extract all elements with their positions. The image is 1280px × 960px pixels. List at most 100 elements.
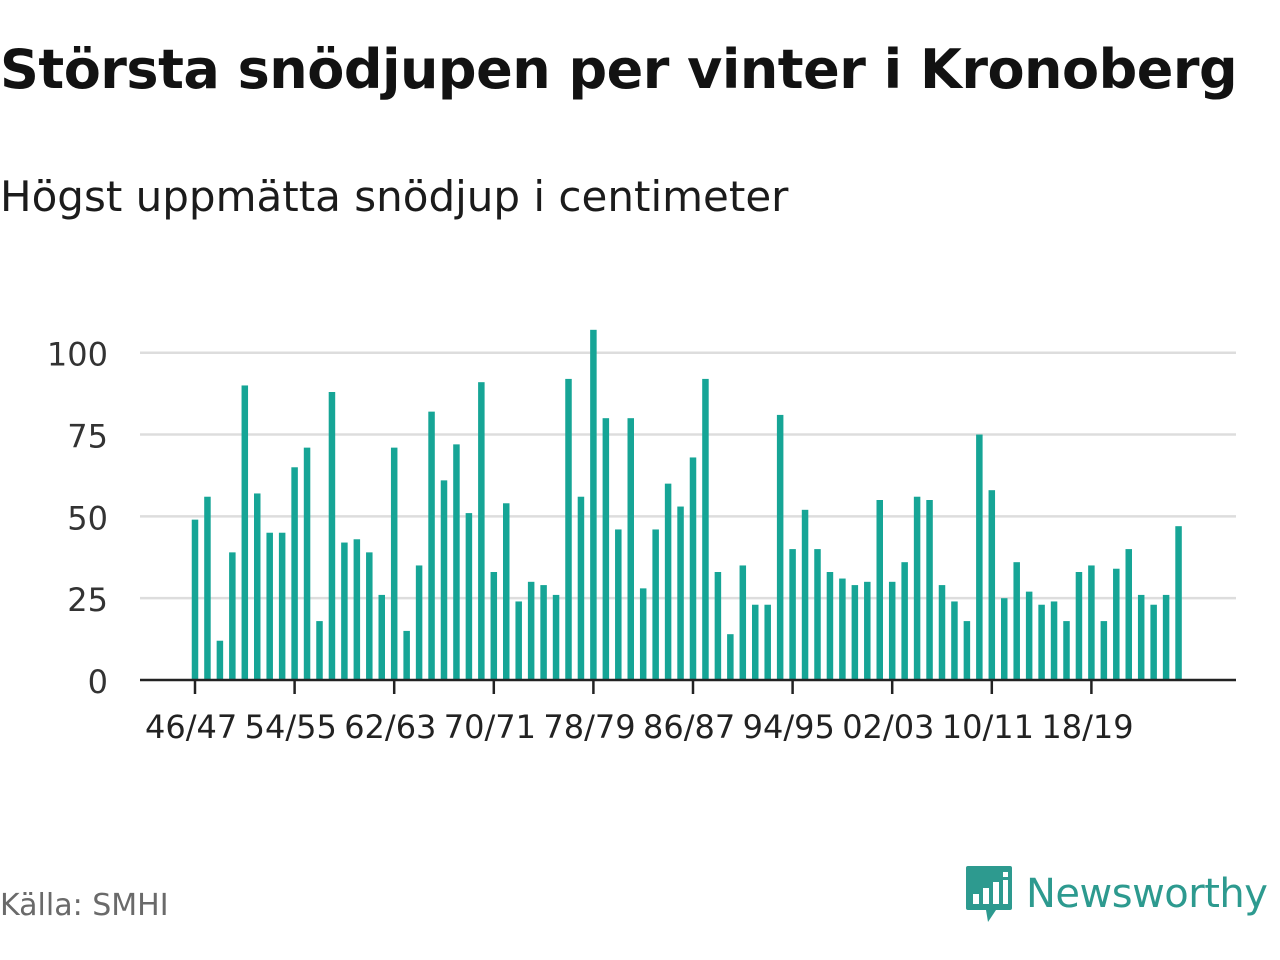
bar [801, 509, 809, 680]
bar [540, 585, 547, 680]
bar [639, 588, 647, 680]
bar [1001, 598, 1008, 680]
bar [229, 552, 236, 680]
bar [254, 493, 261, 680]
bar [428, 411, 435, 680]
x-tick-label: 54/55 [245, 708, 337, 746]
bar [403, 630, 410, 680]
x-tick-label: 10/11 [942, 708, 1034, 746]
source-note: Källa: SMHI [0, 888, 169, 923]
bar [876, 500, 883, 680]
bar [826, 572, 834, 680]
bar [615, 529, 622, 680]
bar [465, 513, 473, 680]
brand-name: Newsworthy [1026, 871, 1268, 917]
y-tick-label: 75 [67, 418, 108, 456]
y-tick-label: 25 [67, 581, 108, 619]
bar [664, 483, 672, 680]
bar [702, 378, 709, 680]
y-tick-label: 0 [88, 663, 108, 701]
bar [727, 634, 734, 680]
bar [503, 503, 510, 680]
x-tick-label: 46/47 [145, 708, 237, 746]
bar [278, 532, 286, 680]
bar [752, 604, 759, 680]
gridlines [140, 351, 1236, 600]
bar [1100, 621, 1108, 680]
bar [216, 640, 224, 680]
chart-subtitle: Högst uppmätta snödjup i centimeter [0, 172, 789, 221]
bar [515, 601, 522, 680]
x-tick-label: 62/63 [344, 708, 436, 746]
bar [316, 621, 323, 680]
x-tick-label: 86/87 [643, 708, 735, 746]
bar [1025, 591, 1033, 680]
x-tick-label: 18/19 [1041, 708, 1133, 746]
bar [478, 382, 485, 680]
bar [552, 594, 560, 680]
bar [864, 581, 871, 680]
bar [366, 552, 373, 680]
bar [938, 585, 946, 680]
bar [303, 447, 311, 680]
bar [901, 562, 908, 680]
x-axis-ticks: 46/47 54/55 62/63 70/71 78/79 86/87 94/95 02/03… [145, 680, 1134, 746]
bar [739, 565, 747, 680]
x-tick-label: 70/71 [444, 708, 536, 746]
bar [1137, 594, 1145, 680]
bar [527, 581, 535, 680]
bar [353, 539, 361, 680]
bar [652, 529, 659, 680]
bar [204, 496, 211, 680]
bar [577, 496, 585, 680]
bar [415, 565, 423, 680]
bar [714, 572, 722, 680]
bar [814, 549, 821, 680]
bar [1088, 565, 1095, 680]
bar [1175, 526, 1182, 680]
newsworthy-logo-icon [966, 866, 1012, 922]
bar [378, 594, 385, 680]
bar [926, 500, 933, 680]
y-tick-label: 50 [67, 499, 108, 537]
y-axis-ticks: 0 25 50 75 100 [47, 336, 108, 701]
bar [490, 572, 498, 680]
bar [341, 542, 348, 680]
bar [1113, 568, 1120, 680]
bar [1162, 594, 1170, 680]
bar-chart: 0 25 50 75 100 46/47 54/55 62/63 70/71 78/79 86/8… [47, 329, 1236, 746]
bar [627, 418, 634, 680]
bar [951, 601, 958, 680]
bar [390, 447, 398, 680]
brand-logo[interactable]: Newsworthy [964, 864, 1268, 924]
bar [1150, 604, 1157, 680]
bar [1050, 601, 1058, 680]
bar [440, 480, 448, 680]
bar [976, 434, 983, 680]
bar [602, 418, 610, 680]
bar [241, 385, 249, 680]
bar [1038, 604, 1045, 680]
bar [291, 467, 298, 680]
bars [191, 329, 1182, 680]
bar [689, 457, 697, 680]
bar [839, 578, 846, 680]
bar [1013, 562, 1020, 680]
bar [328, 392, 336, 680]
bar [453, 444, 460, 680]
y-tick-label: 100 [47, 336, 108, 374]
bar [191, 519, 199, 680]
bar [764, 604, 771, 680]
chart-title: Största snödjupen per vinter i Kronoberg [0, 38, 1238, 101]
x-tick-label: 94/95 [743, 708, 835, 746]
bar [963, 621, 971, 680]
x-tick-label: 78/79 [543, 708, 635, 746]
bar [888, 581, 896, 680]
bar [1075, 572, 1083, 680]
bar [776, 414, 784, 680]
bar [677, 506, 684, 680]
bar [988, 490, 996, 680]
bar [789, 549, 796, 680]
bar [1125, 549, 1132, 680]
bar [565, 378, 572, 680]
